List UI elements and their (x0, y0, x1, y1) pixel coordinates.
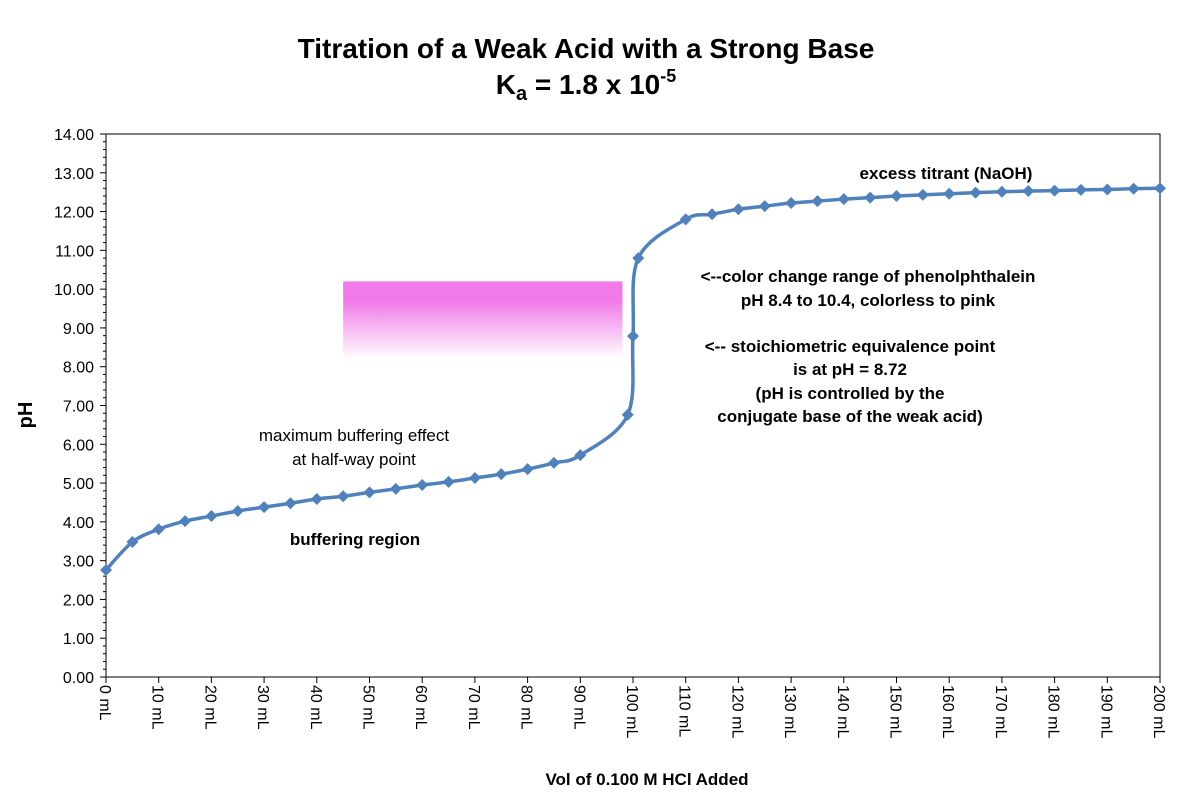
data-point-marker (864, 191, 877, 204)
x-tick-label: 80 mL (518, 685, 535, 730)
data-point-marker (679, 213, 692, 226)
y-tick-label: 12.00 (54, 205, 94, 222)
x-tick-label: 10 mL (149, 685, 166, 730)
chart-title: Titration of a Weak Acid with a Strong B… (298, 33, 875, 64)
data-point-marker (1074, 183, 1087, 196)
data-point-marker (758, 200, 771, 213)
x-tick-label: 30 mL (254, 685, 271, 730)
data-point-marker (126, 536, 139, 549)
data-point-marker (495, 468, 508, 481)
x-tick-label: 130 mL (781, 685, 798, 738)
annotation-color-change-2: pH 8.4 to 10.4, colorless to pink (741, 291, 996, 310)
data-point-marker (1101, 183, 1114, 196)
data-point-marker (100, 563, 112, 576)
data-point-marker (627, 330, 639, 343)
data-point-marker (890, 190, 903, 203)
data-point-marker (547, 456, 560, 469)
data-point-marker (521, 463, 534, 476)
axes (100, 133, 1161, 683)
y-tick-label: 10.00 (54, 282, 94, 299)
annotation-buffering-region: buffering region (290, 530, 420, 549)
annotation-excess-titrant: excess titrant (NaOH) (860, 164, 1033, 183)
x-tick-label: 190 mL (1097, 685, 1114, 738)
x-tick-label: 180 mL (1045, 685, 1062, 738)
y-tick-label: 1.00 (63, 631, 94, 648)
data-point-marker (706, 208, 719, 221)
x-tick-label: 60 mL (412, 685, 429, 730)
data-point-marker (231, 504, 244, 517)
x-tick-label: 20 mL (201, 685, 218, 730)
y-tick-label: 3.00 (63, 554, 94, 571)
data-point-marker (837, 193, 850, 206)
data-point-marker (1022, 185, 1035, 198)
x-axis-label: Vol of 0.100 M HCl Added (545, 770, 748, 789)
data-point-marker (811, 195, 824, 208)
data-point-marker (916, 188, 929, 201)
y-tick-label: 2.00 (63, 592, 94, 609)
data-markers (100, 182, 1166, 576)
annotation-equivalence-2: is at pH = 8.72 (793, 360, 907, 379)
y-tick-labels: 0.00 1.00 2.00 3.00 4.00 5.00 6.00 7.00 8.00 9.00… (54, 127, 94, 687)
annotation-max-buffering-1: maximum buffering effect (259, 426, 450, 445)
x-tick-label: 100 mL (623, 685, 640, 738)
annotation-equivalence-4: conjugate base of the weak acid) (717, 407, 982, 426)
data-point-marker (995, 185, 1008, 198)
y-axis-label: pH (15, 402, 37, 429)
y-tick-label: 0.00 (63, 670, 94, 687)
x-tick-label: 140 mL (834, 685, 851, 738)
y-tick-label: 6.00 (63, 437, 94, 454)
x-tick-label: 110 mL (676, 685, 693, 737)
data-point-marker (785, 197, 798, 210)
data-point-marker (1154, 182, 1166, 195)
data-point-marker (152, 523, 165, 536)
y-tick-label: 7.00 (63, 399, 94, 416)
y-tick-label: 11.00 (55, 243, 94, 260)
x-tick-label: 120 mL (728, 685, 745, 738)
plot-area-border (105, 133, 1161, 678)
y-tick-label: 8.00 (63, 360, 94, 377)
data-point-marker (179, 515, 192, 528)
data-point-marker (363, 486, 376, 499)
chart-subtitle: Ka = 1.8 x 10-5 (496, 66, 676, 105)
data-point-marker (337, 490, 350, 503)
x-tick-label: 0 mL (96, 685, 113, 721)
x-tick-label: 70 mL (465, 685, 482, 730)
y-tick-label: 5.00 (63, 476, 94, 493)
annotation-equivalence-3: (pH is controlled by the (756, 384, 945, 403)
data-point-marker (284, 497, 297, 510)
annotation-color-change-1: <--color change range of phenolphthalein (701, 267, 1036, 286)
y-tick-label: 9.00 (63, 321, 94, 338)
y-tick-label: 4.00 (63, 515, 94, 532)
data-point-marker (943, 187, 956, 200)
x-tick-label: 160 mL (939, 685, 956, 738)
x-tick-label: 90 mL (570, 685, 587, 730)
x-tick-labels: 0 mL 10 mL 20 mL 30 mL 40 mL 50 mL 60 mL 70 mL 8… (96, 685, 1167, 738)
data-point-marker (468, 472, 481, 485)
data-point-marker (205, 510, 218, 523)
data-point-marker (442, 475, 455, 488)
x-tick-label: 40 mL (307, 685, 324, 730)
annotation-max-buffering-2: at half-way point (292, 450, 416, 469)
data-point-marker (310, 492, 323, 505)
x-tick-label: 50 mL (360, 685, 377, 730)
data-point-marker (969, 186, 982, 199)
data-point-marker (574, 449, 587, 462)
data-point-marker (621, 408, 634, 421)
x-tick-label: 200 mL (1150, 685, 1167, 738)
data-point-marker (389, 482, 402, 495)
x-tick-label: 150 mL (887, 685, 904, 738)
annotation-equivalence-1: <-- stoichiometric equivalence point (705, 337, 996, 356)
x-tick-label: 170 mL (992, 685, 1009, 738)
data-point-marker (416, 479, 429, 492)
data-point-marker (632, 252, 645, 265)
data-point-marker (1127, 182, 1140, 195)
data-point-marker (732, 203, 745, 216)
phenolphthalein-color-band (343, 281, 623, 359)
data-point-marker (258, 501, 271, 514)
data-point-marker (1048, 184, 1061, 197)
y-tick-label: 14.00 (54, 127, 94, 144)
y-tick-label: 13.00 (54, 166, 94, 183)
